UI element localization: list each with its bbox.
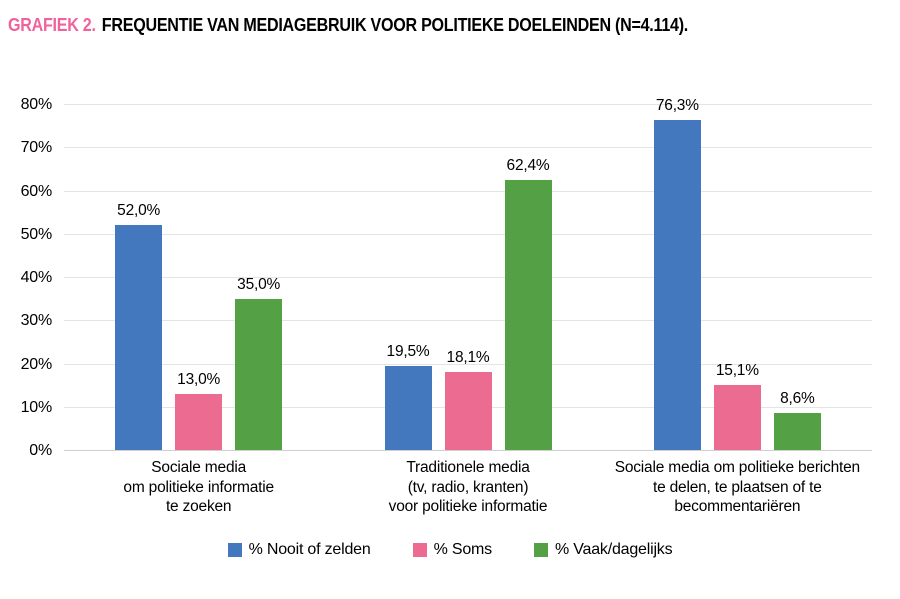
gridline-70 [64, 147, 872, 149]
y-tick-label-70: 70% [20, 139, 53, 157]
plot-area: 52,0% 13,0% 35,0% 19,5% 18,1% 62,4% 76,3% 15,1%… [64, 97, 872, 451]
y-tick-label-80: 80% [20, 96, 53, 113]
bar-group-3: 76,3% 15,1% 8,6% [653, 97, 821, 450]
gridline-40 [64, 277, 872, 278]
bar-soms-group3: 15,1% [713, 362, 761, 450]
bar-nooit-of-zelden-group1: 52,0% [115, 202, 163, 450]
y-tick-label-30: 30% [20, 312, 53, 330]
bar-value-label: 62,4% [506, 157, 550, 175]
chart-title-prefix: GRAFIEK 2. [8, 14, 96, 35]
gridline-30 [64, 320, 872, 322]
category-label-line: Sociale media om politieke berichten [614, 459, 860, 476]
y-tick-label-10: 10% [20, 398, 53, 416]
x-axis-line [64, 450, 872, 451]
category-label-line: becommentariëren [674, 498, 801, 515]
bar-value-label: 19,5% [386, 342, 430, 360]
bar-value-label: 8,6% [780, 389, 815, 407]
legend-swatch-icon [227, 543, 242, 557]
legend-item-soms: % Soms [412, 541, 493, 559]
legend-swatch-icon [412, 543, 427, 557]
category-label-line: voor politieke informatie [388, 498, 548, 515]
legend-item-nooit-of-zelden: % Nooit of zelden [227, 541, 371, 559]
gridline-80 [64, 104, 872, 105]
bar-value-label: 76,3% [655, 97, 699, 115]
legend-swatch-icon [533, 543, 548, 557]
category-label-line: te zoeken [165, 498, 232, 515]
bar-vaak-dagelijks-group1: 35,0% [235, 276, 283, 450]
category-label-line: Sociale media [151, 459, 247, 476]
category-label-line: te delen, te plaatsen of te [652, 478, 822, 496]
y-tick-label-60: 60% [20, 182, 53, 200]
y-tick-label-40: 40% [20, 269, 53, 286]
category-label-1: Sociale media om politieke informatie te z… [44, 458, 354, 517]
bar-value-label: 15,1% [715, 361, 759, 379]
bar-nooit-of-zelden-group3: 76,3% [653, 97, 701, 450]
category-label-line: (tv, radio, kranten) [407, 478, 529, 496]
bar-vaak-dagelijks-group3: 8,6% [773, 390, 821, 450]
legend: % Nooit of zelden % Soms % Vaak/dagelijks [0, 541, 900, 559]
bar-vaak-dagelijks-group2: 62,4% [504, 157, 552, 450]
y-tick-label-0: 0% [29, 442, 52, 459]
legend-item-vaak-dagelijks: % Vaak/dagelijks [533, 541, 673, 559]
bar-value-label: 13,0% [177, 370, 221, 388]
y-tick-label-50: 50% [20, 225, 53, 243]
bar-value-label: 35,0% [237, 275, 281, 293]
legend-label: % Vaak/dagelijks [554, 541, 673, 558]
bar-value-label: 18,1% [446, 348, 490, 366]
legend-label: % Soms [433, 541, 493, 558]
bar-soms-group2: 18,1% [444, 349, 492, 450]
bar-group-2: 19,5% 18,1% 62,4% [384, 157, 552, 450]
gridline-50 [64, 233, 872, 235]
category-label-line: om politieke informatie [123, 478, 274, 496]
bar-soms-group1: 13,0% [175, 371, 223, 450]
bar-value-label: 52,0% [117, 202, 161, 220]
category-label-3: Sociale media om politieke berichten te d… [582, 458, 892, 517]
category-label-line: Traditionele media [406, 459, 530, 476]
category-label-2: Traditionele media (tv, radio, kranten) vo… [313, 458, 623, 517]
chart-title: GRAFIEK 2. FREQUENTIE VAN MEDIAGEBRUIK VO… [8, 14, 688, 36]
legend-label: % Nooit of zelden [248, 541, 371, 558]
bar-nooit-of-zelden-group2: 19,5% [384, 343, 432, 450]
gridline-60 [64, 190, 872, 192]
chart-title-text: FREQUENTIE VAN MEDIAGEBRUIK VOOR POLITIE… [101, 14, 689, 35]
y-tick-label-20: 20% [20, 355, 53, 373]
bar-group-1: 52,0% 13,0% 35,0% [115, 202, 283, 450]
gridline-20 [64, 363, 872, 365]
